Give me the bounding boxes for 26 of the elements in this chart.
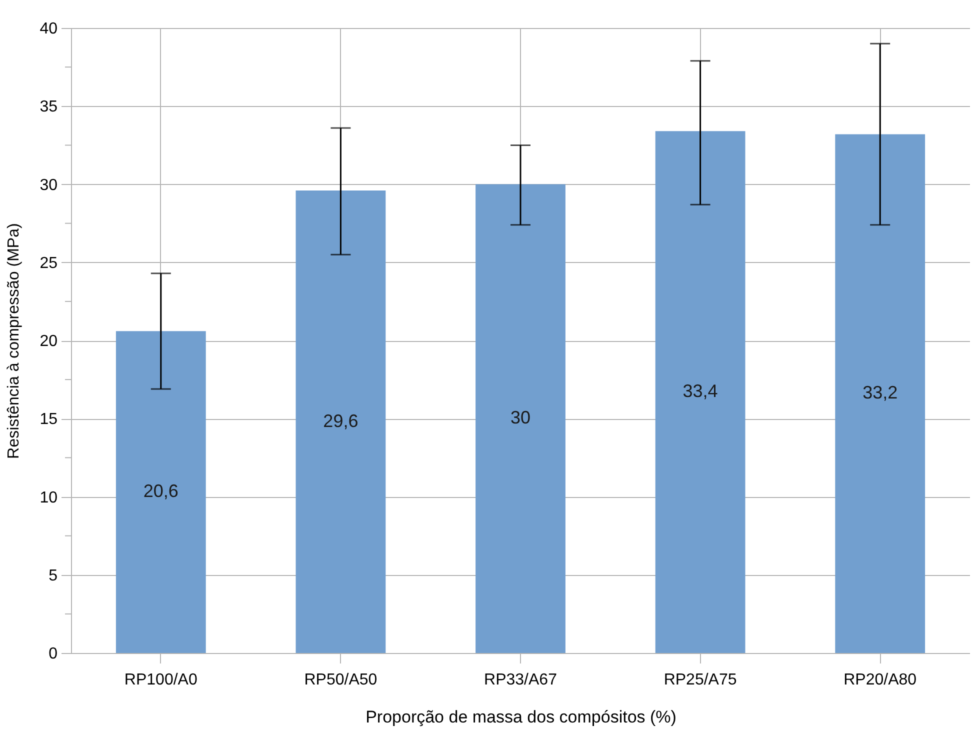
x-axis-title: Proporção de massa dos compósitos (%) (366, 708, 676, 726)
y-tick-label: 0 (48, 646, 58, 662)
data-label: 20,6 (143, 481, 178, 502)
y-tick-label: 15 (40, 411, 58, 428)
bar (296, 190, 386, 653)
data-label: 29,6 (323, 410, 358, 431)
data-label: 33,4 (682, 381, 718, 402)
y-tick-label: 25 (40, 254, 58, 272)
data-label: 30 (510, 408, 531, 428)
x-tick-label: RP25/A75 (664, 672, 737, 688)
y-tick-label: 35 (40, 98, 58, 116)
bar (116, 331, 206, 653)
bar (835, 134, 926, 653)
x-tick-label: RP20/A80 (844, 672, 917, 688)
x-tick-label: RP50/A50 (304, 672, 378, 688)
x-tick-label: RP100/A0 (124, 672, 198, 688)
x-tick-label: RP33/A67 (484, 672, 558, 688)
y-tick-label: 30 (40, 176, 58, 194)
bar (655, 131, 746, 653)
y-tick-label: 5 (48, 567, 58, 584)
y-tick-label: 10 (40, 489, 58, 506)
data-label: 33,2 (862, 382, 898, 403)
y-axis-title: Resistência à compressão (MPa) (6, 223, 23, 459)
y-tick-label: 40 (40, 20, 58, 38)
bar (476, 184, 566, 653)
y-tick-label: 20 (40, 333, 58, 350)
